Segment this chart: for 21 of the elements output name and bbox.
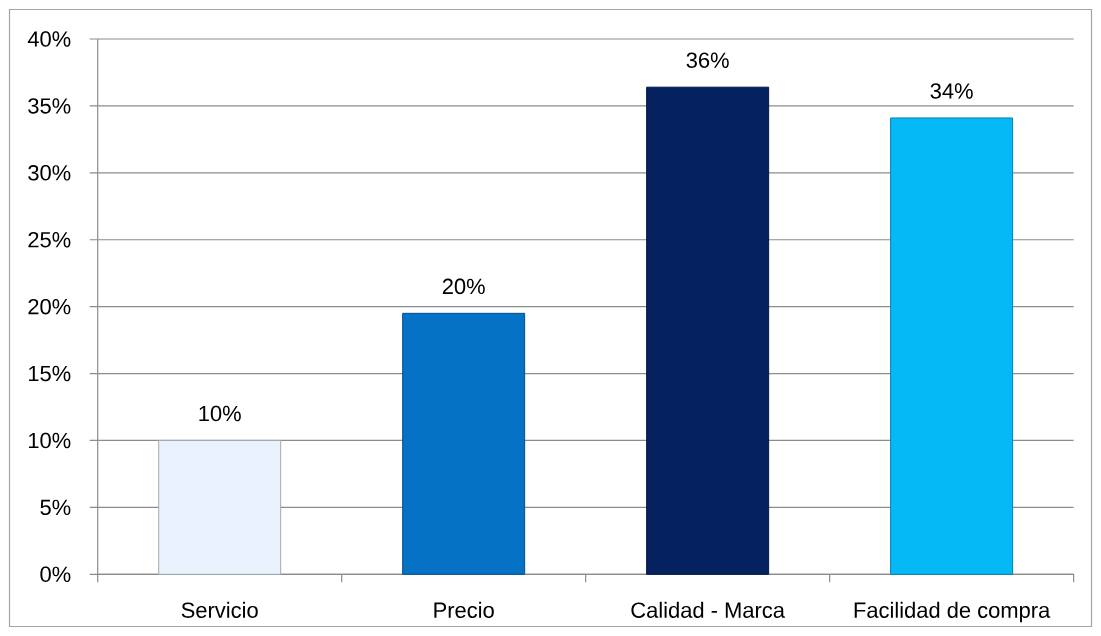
y-tick-label: 30% bbox=[28, 165, 71, 181]
data-label: 36% bbox=[686, 52, 729, 68]
y-tick-label: 0% bbox=[40, 566, 71, 583]
y-tick-label: 20% bbox=[28, 298, 71, 315]
y-tick-label: 10% bbox=[29, 432, 71, 449]
data-label: 20% bbox=[442, 278, 485, 295]
bar bbox=[646, 86, 770, 575]
y-tick-label: 35% bbox=[28, 98, 71, 114]
data-label: 10% bbox=[199, 405, 241, 422]
y-tick-label: 40% bbox=[27, 31, 71, 47]
y-tick-label: 25% bbox=[28, 231, 71, 248]
bar bbox=[402, 312, 526, 575]
y-tick-label: 15% bbox=[29, 365, 71, 382]
x-tick-label: Calidad - Marca bbox=[631, 601, 785, 618]
x-tick-label: Servicio bbox=[181, 601, 258, 618]
x-tick-label: Precio bbox=[434, 601, 494, 618]
bar bbox=[890, 117, 1014, 575]
x-tick-label: Facilidad de compra bbox=[854, 601, 1051, 623]
data-label: 34% bbox=[930, 83, 973, 99]
y-tick-label: 5% bbox=[40, 499, 71, 516]
bar bbox=[158, 439, 282, 575]
